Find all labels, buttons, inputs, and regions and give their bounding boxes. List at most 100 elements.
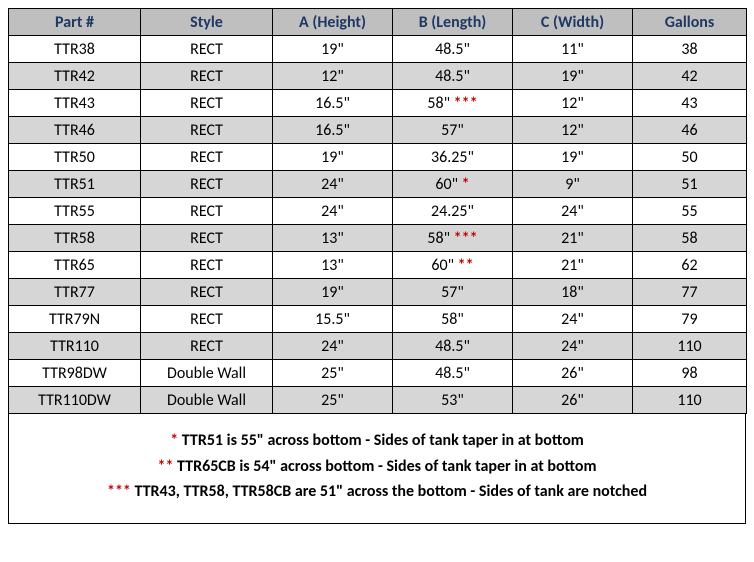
length-value: 36.25" — [431, 148, 474, 167]
table-row: TTR51RECT24"60" *9"51 — [9, 171, 747, 198]
parts-table: Part # Style A (Height) B (Length) C (Wi… — [8, 8, 747, 414]
table-row: TTR58RECT13"58" ***21"58 — [9, 225, 747, 252]
cell-part: TTR43 — [9, 90, 141, 117]
cell-length: 58" — [393, 306, 513, 333]
cell-part: TTR46 — [9, 117, 141, 144]
cell-height: 19" — [273, 279, 393, 306]
cell-part: TTR51 — [9, 171, 141, 198]
cell-length: 57" — [393, 279, 513, 306]
cell-style: RECT — [141, 117, 273, 144]
cell-part: TTR42 — [9, 63, 141, 90]
cell-part: TTR98DW — [9, 360, 141, 387]
cell-style: RECT — [141, 333, 273, 360]
cell-part: TTR65 — [9, 252, 141, 279]
cell-style: RECT — [141, 144, 273, 171]
table-row: TTR50RECT19"36.25"19"50 — [9, 144, 747, 171]
cell-width: 26" — [513, 360, 633, 387]
length-value: 58" — [441, 310, 464, 329]
table-row: TTR55RECT24"24.25"24"55 — [9, 198, 747, 225]
cell-width: 18" — [513, 279, 633, 306]
cell-part: TTR77 — [9, 279, 141, 306]
cell-height: 13" — [273, 225, 393, 252]
cell-height: 16.5" — [273, 117, 393, 144]
cell-width: 9" — [513, 171, 633, 198]
cell-length: 58" *** — [393, 225, 513, 252]
cell-part: TTR110 — [9, 333, 141, 360]
cell-part: TTR50 — [9, 144, 141, 171]
cell-style: RECT — [141, 252, 273, 279]
footnote-marker: ** — [157, 457, 173, 476]
cell-style: RECT — [141, 90, 273, 117]
footnote-line: ** TTR65CB is 54" across bottom - Sides … — [19, 454, 735, 480]
footnote-line: * TTR51 is 55" across bottom - Sides of … — [19, 428, 735, 454]
cell-gallons: 110 — [633, 333, 747, 360]
table-row: TTR42RECT12"48.5"19"42 — [9, 63, 747, 90]
cell-style: RECT — [141, 63, 273, 90]
cell-part: TTR110DW — [9, 387, 141, 414]
cell-width: 24" — [513, 333, 633, 360]
cell-length: 57" — [393, 117, 513, 144]
length-value: 58" — [427, 229, 453, 248]
cell-length: 60" ** — [393, 252, 513, 279]
cell-height: 24" — [273, 171, 393, 198]
table-row: TTR65RECT13"60" **21"62 — [9, 252, 747, 279]
cell-width: 12" — [513, 117, 633, 144]
cell-height: 24" — [273, 198, 393, 225]
cell-style: RECT — [141, 279, 273, 306]
cell-gallons: 38 — [633, 36, 747, 63]
col-width: C (Width) — [513, 9, 633, 36]
cell-length: 53" — [393, 387, 513, 414]
cell-style: Double Wall — [141, 360, 273, 387]
table-header-row: Part # Style A (Height) B (Length) C (Wi… — [9, 9, 747, 36]
cell-height: 13" — [273, 252, 393, 279]
length-value: 48.5" — [435, 40, 470, 59]
cell-style: RECT — [141, 306, 273, 333]
cell-height: 24" — [273, 333, 393, 360]
cell-gallons: 79 — [633, 306, 747, 333]
table-row: TTR110DWDouble Wall25"53"26"110 — [9, 387, 747, 414]
length-value: 58" — [427, 94, 453, 113]
cell-gallons: 77 — [633, 279, 747, 306]
cell-length: 24.25" — [393, 198, 513, 225]
cell-width: 24" — [513, 306, 633, 333]
cell-style: RECT — [141, 225, 273, 252]
cell-width: 26" — [513, 387, 633, 414]
cell-gallons: 43 — [633, 90, 747, 117]
cell-height: 16.5" — [273, 90, 393, 117]
table-row: TTR110RECT24"48.5"24"110 — [9, 333, 747, 360]
cell-part: TTR38 — [9, 36, 141, 63]
footnote-text: TTR43, TTR58, TTR58CB are 51" across the… — [131, 482, 647, 501]
footnote-marker: * — [170, 431, 178, 450]
col-part: Part # — [9, 9, 141, 36]
asterisk-marker: ** — [458, 256, 474, 275]
cell-gallons: 55 — [633, 198, 747, 225]
cell-width: 24" — [513, 198, 633, 225]
cell-length: 48.5" — [393, 333, 513, 360]
cell-width: 21" — [513, 252, 633, 279]
cell-gallons: 62 — [633, 252, 747, 279]
cell-height: 25" — [273, 360, 393, 387]
cell-width: 19" — [513, 144, 633, 171]
footnote-text: TTR65CB is 54" across bottom - Sides of … — [173, 457, 596, 476]
cell-width: 12" — [513, 90, 633, 117]
cell-width: 11" — [513, 36, 633, 63]
cell-height: 19" — [273, 144, 393, 171]
cell-part: TTR79N — [9, 306, 141, 333]
cell-length: 48.5" — [393, 36, 513, 63]
table-row: TTR98DWDouble Wall25" 48.5" 26"98 — [9, 360, 747, 387]
cell-width: 21" — [513, 225, 633, 252]
cell-gallons: 98 — [633, 360, 747, 387]
table-row: TTR79NRECT15.5"58"24"79 — [9, 306, 747, 333]
cell-length: 48.5" — [393, 63, 513, 90]
length-value: 60" — [431, 256, 457, 275]
cell-gallons: 51 — [633, 171, 747, 198]
cell-gallons: 110 — [633, 387, 747, 414]
footnote-marker: *** — [107, 482, 131, 501]
length-value: 48.5" — [435, 67, 470, 86]
length-value: 48.5" — [435, 364, 470, 383]
cell-gallons: 50 — [633, 144, 747, 171]
table-row: TTR77RECT19"57"18"77 — [9, 279, 747, 306]
cell-gallons: 42 — [633, 63, 747, 90]
cell-length: 36.25" — [393, 144, 513, 171]
asterisk-marker: *** — [454, 229, 478, 248]
